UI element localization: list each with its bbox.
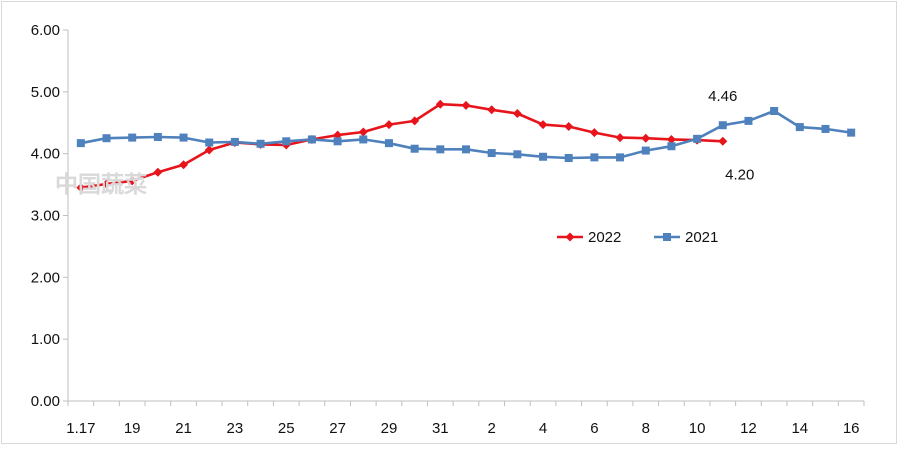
data-point-2022 bbox=[410, 116, 420, 126]
data-label-2022: 4.20 bbox=[725, 166, 754, 183]
x-tick-label: 23 bbox=[227, 420, 244, 437]
x-tick-label: 19 bbox=[124, 420, 141, 437]
legend-marker-2022 bbox=[565, 232, 575, 242]
data-point-2022 bbox=[615, 133, 625, 143]
y-tick-label: 2.00 bbox=[31, 269, 60, 286]
x-tick-label: 1.17 bbox=[66, 420, 95, 437]
data-point-2021 bbox=[564, 153, 573, 162]
series-line-2022 bbox=[80, 102, 723, 189]
data-point-2022 bbox=[179, 160, 189, 170]
data-point-2021 bbox=[384, 139, 393, 148]
data-point-2021 bbox=[205, 138, 214, 147]
data-point-2021 bbox=[847, 128, 856, 137]
data-label-2021: 4.46 bbox=[708, 88, 737, 105]
data-point-2021 bbox=[128, 133, 137, 142]
data-point-2021 bbox=[333, 137, 342, 146]
data-point-2021 bbox=[667, 142, 676, 151]
x-tick-label: 21 bbox=[175, 420, 192, 437]
x-tick-label: 4 bbox=[539, 420, 547, 437]
data-point-2022 bbox=[512, 108, 522, 118]
data-point-2021 bbox=[462, 145, 470, 154]
data-point-2021 bbox=[487, 149, 496, 158]
data-point-2021 bbox=[641, 146, 650, 155]
y-tick-label: 1.00 bbox=[31, 331, 60, 348]
data-point-2021 bbox=[153, 132, 162, 141]
data-point-2022 bbox=[358, 127, 368, 137]
legend-marker-2021 bbox=[663, 233, 671, 241]
data-point-2021 bbox=[230, 137, 239, 146]
y-tick-label: 3.00 bbox=[31, 208, 60, 225]
data-point-2022 bbox=[538, 120, 548, 130]
x-tick-label: 31 bbox=[432, 420, 449, 437]
data-point-2021 bbox=[718, 121, 727, 130]
data-point-2022 bbox=[718, 136, 728, 146]
data-point-2022 bbox=[204, 145, 214, 155]
data-point-2021 bbox=[307, 135, 316, 144]
y-tick-label: 4.00 bbox=[31, 146, 60, 163]
data-point-2021 bbox=[513, 150, 522, 159]
data-point-2021 bbox=[821, 124, 830, 133]
data-point-2022 bbox=[461, 100, 471, 110]
x-tick-label: 14 bbox=[791, 420, 808, 437]
data-point-2021 bbox=[539, 152, 548, 161]
data-point-2021 bbox=[102, 134, 111, 143]
x-tick-label: 27 bbox=[329, 420, 346, 437]
data-point-2022 bbox=[589, 128, 599, 138]
x-tick-label: 25 bbox=[278, 420, 295, 437]
legend-label-2021: 2021 bbox=[685, 229, 718, 246]
data-point-2021 bbox=[436, 145, 445, 154]
data-point-2021 bbox=[76, 139, 85, 148]
data-point-2021 bbox=[770, 107, 779, 116]
data-point-2021 bbox=[590, 153, 599, 162]
x-tick-label: 6 bbox=[590, 420, 598, 437]
data-point-2021 bbox=[282, 137, 291, 146]
y-tick-label: 6.00 bbox=[31, 22, 60, 39]
data-point-2022 bbox=[641, 133, 651, 143]
data-point-2022 bbox=[153, 167, 163, 177]
x-tick-label: 8 bbox=[642, 420, 650, 437]
data-point-2021 bbox=[693, 134, 702, 143]
data-point-2022 bbox=[102, 179, 112, 189]
data-point-2021 bbox=[616, 153, 625, 162]
data-point-2021 bbox=[359, 135, 368, 144]
data-point-2021 bbox=[795, 123, 804, 132]
data-point-2021 bbox=[744, 116, 753, 125]
y-tick-label: 5.00 bbox=[31, 84, 60, 101]
data-point-2022 bbox=[487, 105, 497, 115]
x-tick-label: 16 bbox=[843, 420, 860, 437]
x-tick-label: 10 bbox=[689, 420, 706, 437]
data-point-2021 bbox=[256, 139, 265, 148]
data-point-2022 bbox=[666, 134, 676, 144]
y-tick-label: 0.00 bbox=[31, 393, 60, 410]
data-point-2021 bbox=[410, 144, 419, 153]
data-point-2022 bbox=[76, 183, 86, 193]
x-tick-label: 2 bbox=[488, 420, 496, 437]
data-point-2022 bbox=[564, 121, 574, 131]
data-point-2021 bbox=[179, 133, 188, 142]
x-tick-label: 29 bbox=[381, 420, 398, 437]
data-point-2022 bbox=[384, 120, 394, 130]
legend-label-2022: 2022 bbox=[588, 229, 621, 246]
data-point-2022 bbox=[435, 99, 445, 109]
x-tick-label: 12 bbox=[740, 420, 757, 437]
watermark: 中国蔬菜 bbox=[55, 172, 147, 198]
